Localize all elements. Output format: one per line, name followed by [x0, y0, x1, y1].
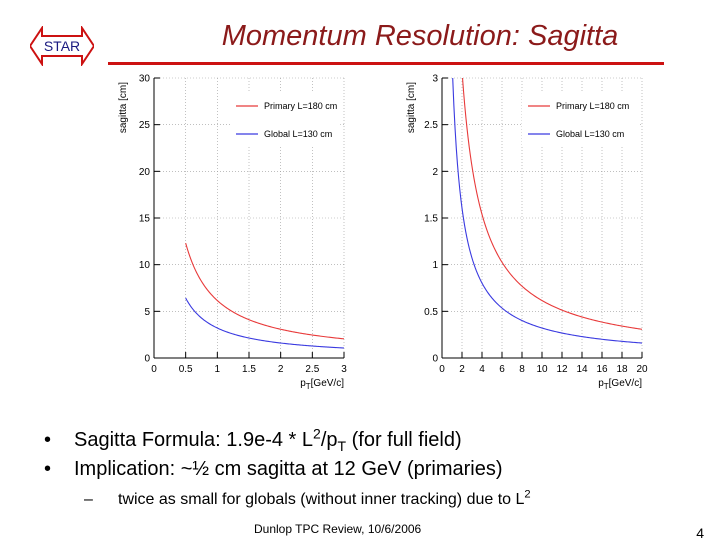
y-tick-label: 1 — [432, 260, 438, 271]
x-tick-label: 0.5 — [179, 364, 193, 375]
y-tick-label: 0 — [432, 354, 438, 365]
y-tick-label: 5 — [144, 307, 150, 318]
x-tick-label: 8 — [519, 364, 525, 375]
x-tick-label: 2 — [278, 364, 284, 375]
x-tick-label: 1 — [215, 364, 221, 375]
y-tick-label: 0.5 — [424, 307, 438, 318]
legend-box — [230, 92, 341, 146]
x-tick-label: 20 — [636, 364, 648, 375]
x-tick-label: 4 — [479, 364, 485, 375]
x-tick-label: 16 — [596, 364, 608, 375]
x-tick-label: 2 — [459, 364, 465, 375]
footer-text: Dunlop TPC Review, 10/6/2006 — [254, 522, 422, 536]
bullet-implication: • Implication: ~½ cm sagitta at 12 GeV (p… — [44, 458, 503, 480]
y-tick-label: 30 — [139, 74, 151, 85]
y-tick-label: 2 — [432, 167, 438, 178]
y-tick-label: 2.5 — [424, 120, 438, 131]
legend-label: Primary L=180 cm — [264, 101, 337, 111]
legend-box — [522, 92, 638, 146]
y-axis-label: sagitta [cm] — [118, 82, 129, 133]
y-axis-label: sagitta [cm] — [406, 82, 417, 133]
x-tick-label: 1.5 — [242, 364, 256, 375]
series-line-global — [185, 297, 344, 349]
slide-title: Momentum Resolution: Sagitta — [221, 20, 619, 52]
x-tick-label: 6 — [499, 364, 505, 375]
x-tick-label: 10 — [536, 364, 548, 375]
series-line-primary — [185, 242, 344, 340]
x-axis-label: pT[GeV/c] — [598, 378, 642, 391]
y-tick-label: 10 — [139, 260, 151, 271]
page-number: 4 — [696, 525, 704, 541]
x-axis-label: pT[GeV/c] — [300, 378, 344, 391]
x-tick-label: 2.5 — [305, 364, 319, 375]
y-tick-label: 3 — [432, 74, 438, 85]
x-tick-label: 18 — [616, 364, 628, 375]
y-tick-label: 15 — [139, 214, 151, 225]
y-tick-label: 20 — [139, 167, 151, 178]
legend-label: Global L=130 cm — [556, 129, 624, 139]
y-tick-label: 1.5 — [424, 214, 438, 225]
x-tick-label: 3 — [341, 364, 347, 375]
y-tick-label: 0 — [144, 354, 150, 365]
title-rule — [108, 62, 664, 65]
bullet-list: • Sagitta Formula: 1.9e-4 * L2/pT (for fu… — [44, 426, 704, 512]
sub-bullet-globals: – twice as small for globals (without inn… — [84, 488, 531, 508]
y-tick-label: 25 — [139, 120, 151, 131]
bullet-sagitta-formula: • Sagitta Formula: 1.9e-4 * L2/pT (for fu… — [44, 425, 462, 454]
x-tick-label: 0 — [439, 364, 445, 375]
x-tick-label: 12 — [556, 364, 568, 375]
series-line-primary — [461, 78, 642, 330]
sagitta-plot-high-pt: 0 2 4 6 8 10 12 14 16 18 20 0 0.5 1 1.5 2 2.5 3 sagitta [c… — [406, 74, 648, 392]
series-line-global — [452, 78, 642, 344]
x-tick-label: 0 — [151, 364, 157, 375]
x-tick-label: 14 — [576, 364, 588, 375]
logo-text: STAR — [44, 38, 80, 54]
star-logo: STAR — [30, 26, 94, 66]
legend-label: Primary L=180 cm — [556, 101, 629, 111]
legend-label: Global L=130 cm — [264, 129, 332, 139]
